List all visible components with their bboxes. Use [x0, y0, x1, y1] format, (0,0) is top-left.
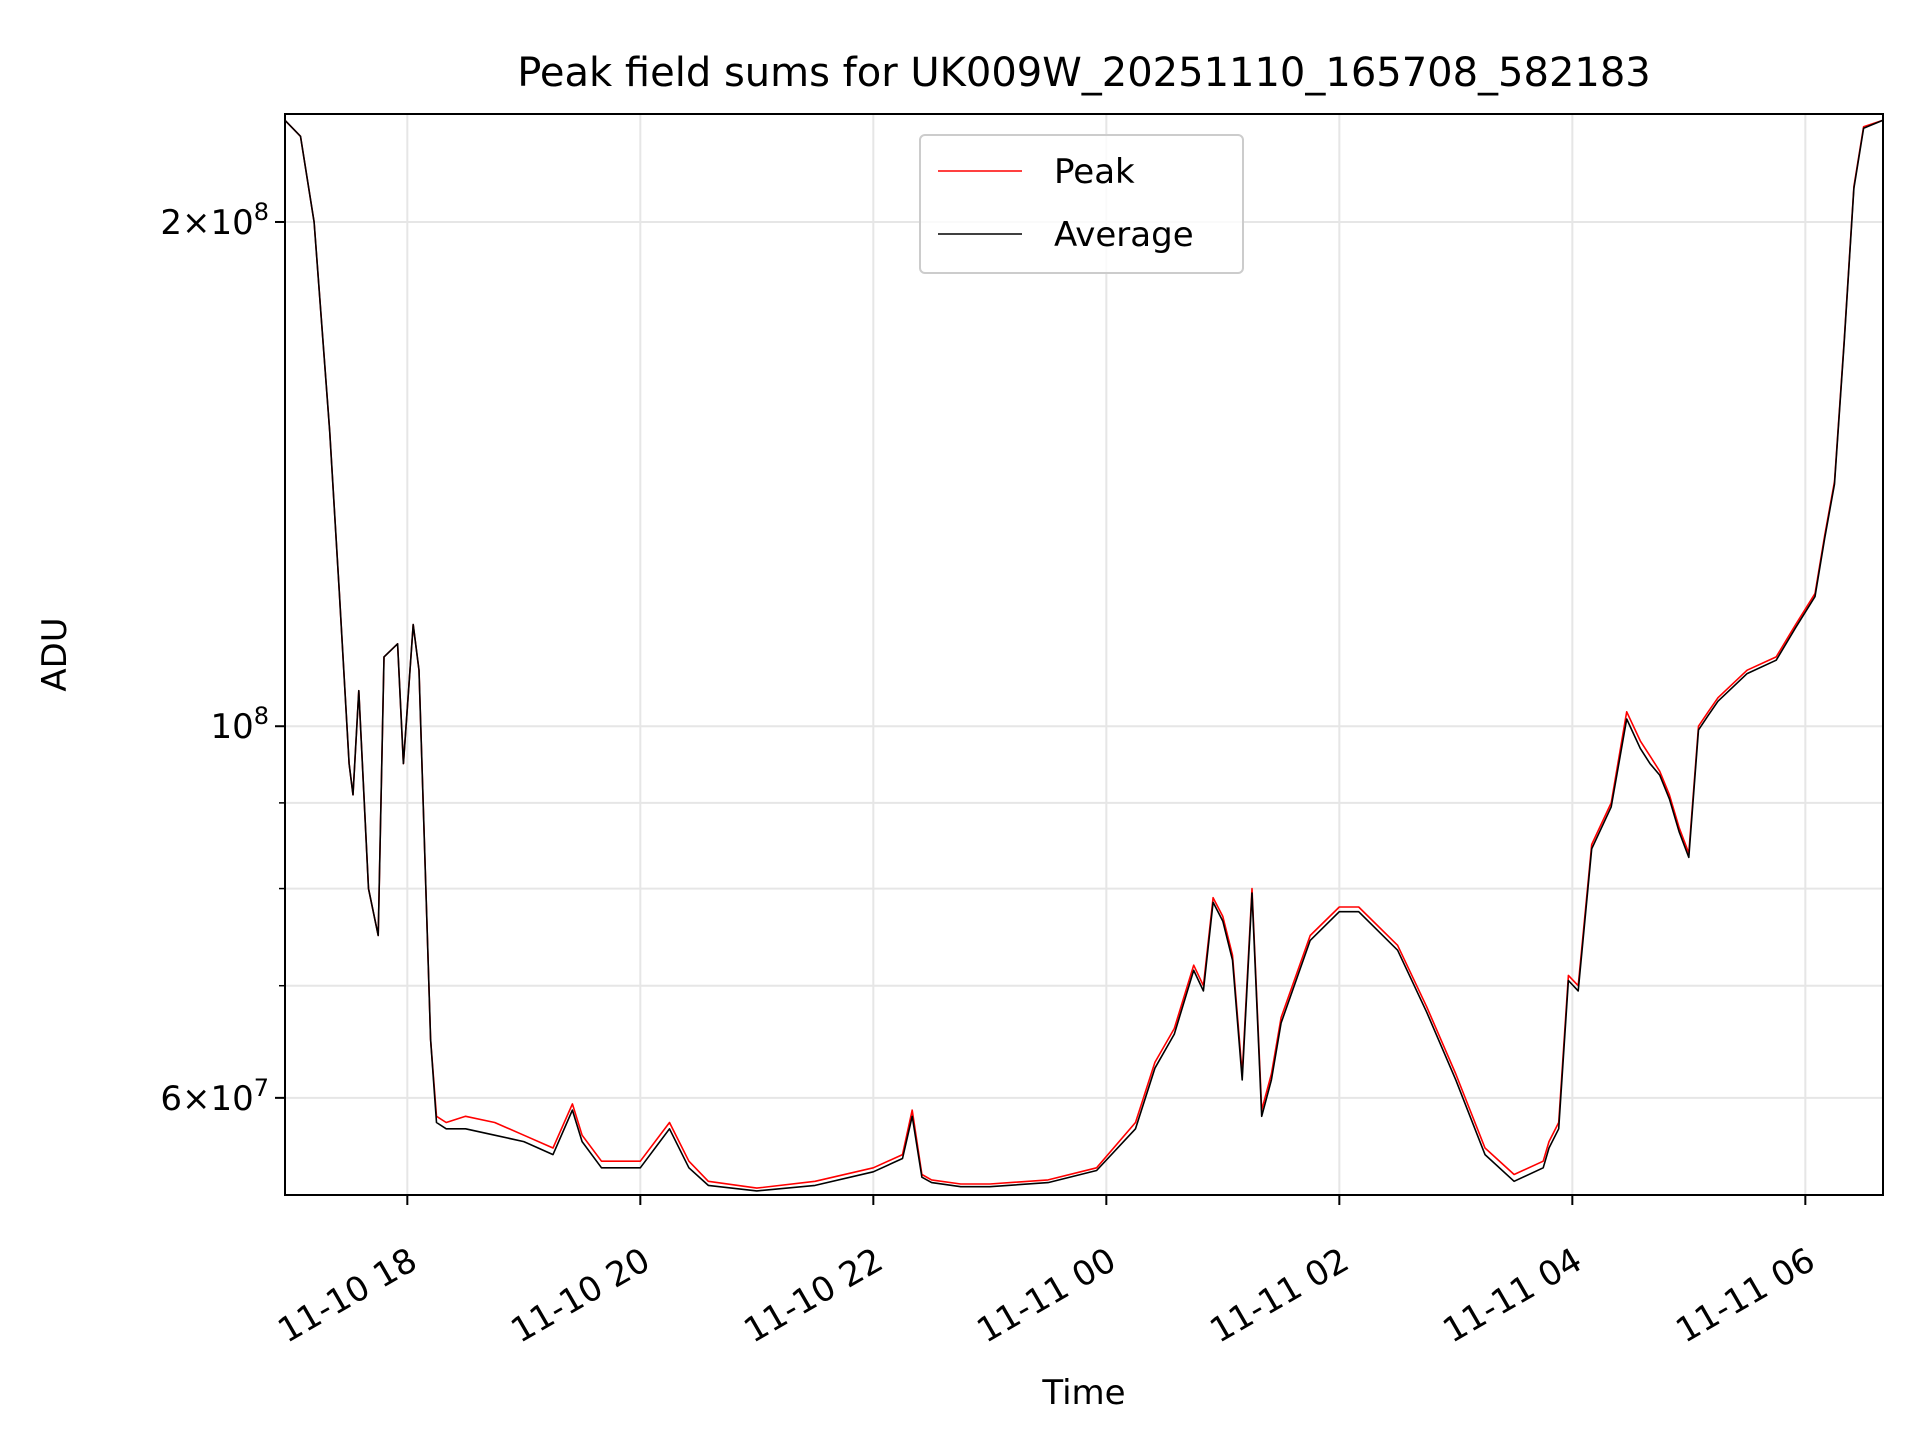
legend-label-average: Average [1054, 215, 1194, 255]
y-tick-label: 2×108 [160, 198, 269, 243]
legend-box [919, 134, 1244, 274]
series-line-average [284, 119, 1884, 1192]
y-tick-label: 6×107 [160, 1074, 269, 1119]
y-axis-label: ADU [35, 617, 75, 691]
x-axis-label: Time [1041, 1373, 1125, 1413]
y-tick-label: 108 [210, 702, 269, 747]
plot-frame [284, 113, 1884, 1196]
chart-title: Peak field sums for UK009W_20251110_1657… [517, 50, 1651, 96]
legend-label-peak: Peak [1054, 152, 1135, 192]
series-layer [284, 119, 1884, 1192]
legend: Peak Average [919, 134, 1244, 274]
